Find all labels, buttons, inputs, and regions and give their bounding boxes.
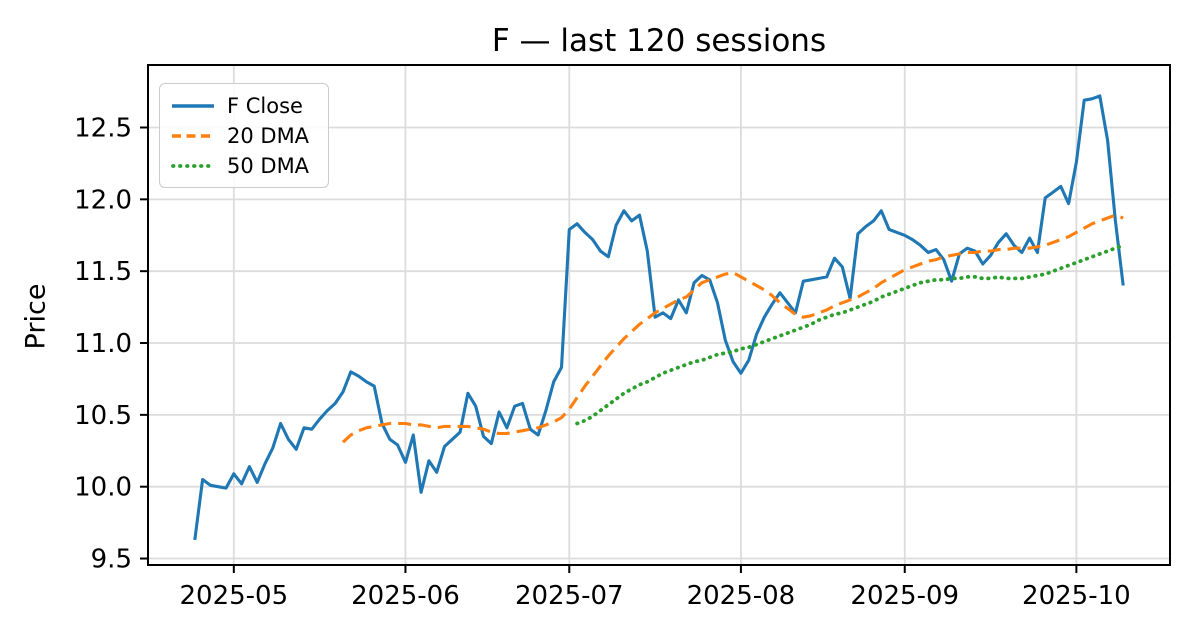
chart-title: F — last 120 sessions: [491, 23, 827, 59]
legend-item-dma50: 50 DMA: [170, 153, 318, 178]
series-line-50-dma: [575, 243, 1126, 426]
legend-line-dotted-icon: [171, 163, 216, 168]
x-tick-label: 2025-07: [515, 581, 624, 611]
legend-label-dma50: 50 DMA: [227, 153, 310, 178]
legend-line-solid-icon: [172, 103, 214, 108]
legend-label-dma20: 20 DMA: [227, 123, 310, 148]
legend: F Close 20 DMA 50 DMA: [159, 83, 329, 188]
legend-label-close: F Close: [227, 93, 303, 118]
y-tick-label: 9.5: [91, 545, 132, 575]
legend-item-dma20: 20 DMA: [170, 123, 318, 148]
y-tick-label: 10.0: [74, 473, 132, 503]
x-tick-label: 2025-10: [1022, 581, 1131, 611]
y-tick-label: 12.0: [74, 185, 132, 215]
y-tick-label: 12.5: [74, 114, 132, 144]
series-line-f-close: [193, 94, 1125, 541]
series-line-20-dma: [341, 213, 1124, 444]
legend-line-dashed-icon: [172, 133, 214, 138]
y-tick-label: 11.0: [74, 329, 132, 359]
y-axis-label: Price: [20, 283, 52, 350]
y-tick-label: 10.5: [74, 401, 132, 431]
x-tick-label: 2025-06: [351, 581, 460, 611]
y-tick-label: 11.5: [74, 257, 132, 287]
x-tick-label: 2025-09: [850, 581, 959, 611]
x-tick-label: 2025-05: [179, 581, 288, 611]
legend-item-close: F Close: [170, 93, 318, 118]
plot-border: [147, 64, 1171, 566]
x-tick-label: 2025-08: [687, 581, 796, 611]
